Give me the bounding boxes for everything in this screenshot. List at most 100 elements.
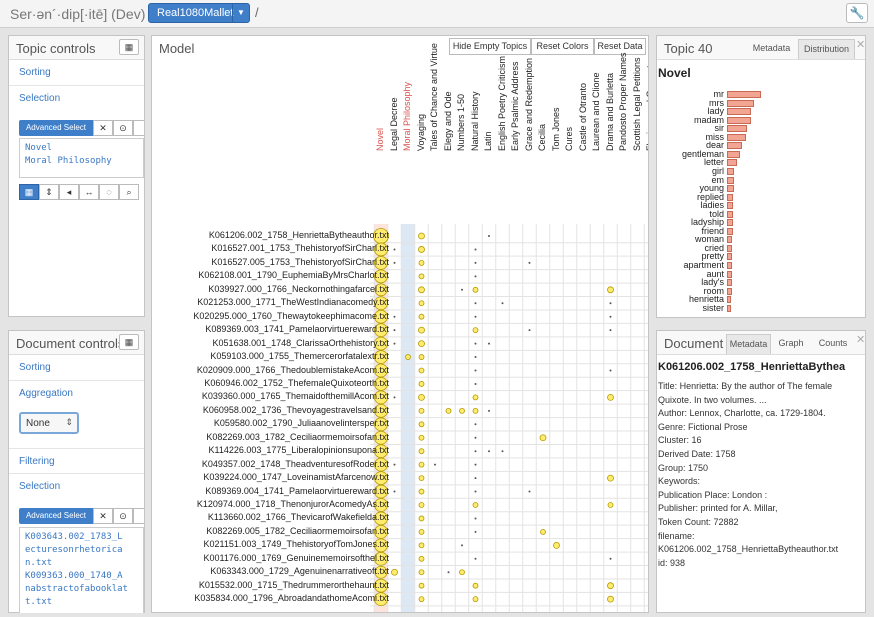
tab-metadata[interactable]: Metadata xyxy=(752,43,791,53)
doc-filtering-section[interactable]: Filtering xyxy=(9,448,144,474)
topic-weight-dot[interactable] xyxy=(418,232,425,240)
topic-weight-dot[interactable] xyxy=(474,517,477,520)
close-icon[interactable]: ✕ xyxy=(856,39,866,51)
topic-weight-dot[interactable] xyxy=(393,329,396,332)
more-icon[interactable] xyxy=(133,508,144,524)
topic-weight-dot[interactable] xyxy=(374,390,388,405)
topic-weight-dot[interactable] xyxy=(474,436,477,439)
topic-weight-dot[interactable] xyxy=(418,542,425,549)
document-row-label[interactable]: K089369.003_1741_Pamelaorvirtuereward.tx… xyxy=(205,324,389,335)
topic-selection-list[interactable]: Novel Moral Philosophy xyxy=(19,138,144,178)
topic-weight-dot[interactable] xyxy=(418,260,425,266)
topic-column-header[interactable]: Drama and Burletta xyxy=(604,72,615,151)
document-row-label[interactable]: K061206.002_1758_HenriettaBytheauthor.tx… xyxy=(208,230,389,240)
topic-weight-dot[interactable] xyxy=(488,342,490,345)
document-row-label[interactable]: K062108.001_1790_EuphemiaByMrsCharlot.tx… xyxy=(198,270,389,281)
topic-weight-dot[interactable] xyxy=(374,256,388,270)
topic-weight-dot[interactable] xyxy=(374,336,388,351)
topic-weight-dot[interactable] xyxy=(474,490,477,493)
topic-weight-dot[interactable] xyxy=(374,403,388,418)
topic-weight-dot[interactable] xyxy=(434,463,436,466)
target-icon[interactable]: ⊙ xyxy=(113,508,133,524)
topic-weight-dot[interactable] xyxy=(374,524,388,539)
topic-weight-dot[interactable] xyxy=(374,538,388,553)
topic-weight-dot[interactable] xyxy=(393,396,396,399)
reset-colors-button[interactable]: Reset Colors xyxy=(531,38,594,55)
document-row-label[interactable]: K039224.000_1747_LoveinamistAfarcenow.tx… xyxy=(203,472,389,483)
grid-view-icon[interactable]: ▦ xyxy=(19,184,39,200)
topic-weight-dot[interactable] xyxy=(374,296,388,311)
topic-weight-dot[interactable] xyxy=(374,565,388,579)
topic-weight-dot[interactable] xyxy=(418,515,425,522)
topic-weight-dot[interactable] xyxy=(539,434,547,442)
topic-weight-dot[interactable] xyxy=(418,286,425,294)
topic-weight-dot[interactable] xyxy=(501,302,504,305)
topic-weight-dot[interactable] xyxy=(391,568,398,576)
reset-data-button[interactable]: Reset Data xyxy=(594,38,646,55)
topic-weight-dot[interactable] xyxy=(553,541,560,549)
topic-weight-dot[interactable] xyxy=(374,430,388,445)
topic-column-header[interactable]: Numbers 1-50 xyxy=(456,93,466,151)
topic-word-bar[interactable] xyxy=(727,116,751,124)
topic-weight-dot[interactable] xyxy=(418,434,425,441)
topic-weight-dot[interactable] xyxy=(472,407,479,414)
topic-column-header[interactable]: English Poetry Criticism xyxy=(496,55,507,151)
advanced-select-button[interactable]: Advanced Select xyxy=(19,120,93,136)
topic-weight-dot[interactable] xyxy=(445,407,452,414)
topic-weight-dot[interactable] xyxy=(393,261,396,264)
topic-column-header[interactable]: Early Psalmic Address xyxy=(510,61,520,151)
doc-selection-list[interactable]: K003643.002_1783_L ecturesonrhetorica n.… xyxy=(19,527,144,613)
topic-word-bar[interactable] xyxy=(727,176,734,184)
topic-weight-dot[interactable] xyxy=(607,595,614,603)
topic-weight-dot[interactable] xyxy=(374,471,388,486)
topic-weight-dot[interactable] xyxy=(393,248,396,251)
document-row-label[interactable]: K039927.000_1766_Neckornothingafarcel.tx… xyxy=(208,283,389,294)
topic-weight-dot[interactable] xyxy=(474,530,477,533)
topic-weight-dot[interactable] xyxy=(418,354,425,360)
topic-word-bar[interactable] xyxy=(727,202,734,210)
topic-column-header[interactable]: Natural History xyxy=(469,91,480,151)
topic-weight-dot[interactable] xyxy=(418,461,425,468)
topic-weight-dot[interactable] xyxy=(472,394,479,401)
topic-weight-dot[interactable] xyxy=(374,444,388,459)
topic-word-bar[interactable] xyxy=(727,219,733,227)
topic-word-bar[interactable] xyxy=(727,236,733,244)
topic-word-bar[interactable] xyxy=(727,99,755,107)
document-row-label[interactable]: K051638.001_1748_ClarissaOrthehistory.tx… xyxy=(212,337,389,348)
topic-weight-dot[interactable] xyxy=(609,369,612,372)
document-row-label[interactable]: K001176.000_1769_Genuinememoirsofthel.tx… xyxy=(203,552,389,563)
topic-weight-dot[interactable] xyxy=(474,248,477,251)
more-icon[interactable] xyxy=(133,120,144,136)
topic-sorting-section[interactable]: Sorting xyxy=(9,60,144,86)
close-icon[interactable]: ✕ xyxy=(93,508,113,524)
topic-weight-dot[interactable] xyxy=(374,323,388,338)
topic-weight-dot[interactable] xyxy=(374,417,388,432)
topic-weight-dot[interactable] xyxy=(393,490,396,493)
topic-weight-dot[interactable] xyxy=(418,326,425,334)
topic-weight-dot[interactable] xyxy=(540,528,546,535)
topic-weight-dot[interactable] xyxy=(374,242,388,257)
doc-sorting-section[interactable]: Sorting xyxy=(9,355,144,381)
topic-weight-dot[interactable] xyxy=(609,557,612,560)
topic-weight-dot[interactable] xyxy=(488,235,490,237)
topic-word-bar[interactable] xyxy=(727,279,732,287)
topic-weight-dot[interactable] xyxy=(418,393,425,401)
topic-weight-dot[interactable] xyxy=(607,502,614,508)
document-row-label[interactable]: K114226.003_1775_Liberalopinionsupona.tx… xyxy=(208,445,390,456)
dataset-dropdown[interactable]: Real1080Mallet ▼ xyxy=(148,3,250,23)
zoom-icon[interactable]: ⌕ xyxy=(119,184,139,200)
document-row-label[interactable]: K060946.002_1752_ThefemaleQuixoteorth.tx… xyxy=(204,377,389,388)
grid-icon[interactable]: ▦ xyxy=(119,334,139,350)
topic-column-header[interactable]: Elegy and Ode xyxy=(442,91,453,151)
topic-weight-dot[interactable] xyxy=(374,578,388,593)
topic-column-header[interactable]: Castle of Otranto xyxy=(577,82,588,151)
topic-weight-dot[interactable] xyxy=(418,502,425,508)
topic-weight-dot[interactable] xyxy=(418,313,425,320)
topic-weight-dot[interactable] xyxy=(374,592,388,607)
topic-weight-dot[interactable] xyxy=(374,309,388,324)
topic-weight-dot[interactable] xyxy=(474,423,477,426)
topic-word-bar[interactable] xyxy=(727,159,738,167)
topic-weight-dot[interactable] xyxy=(528,329,531,332)
topic-weight-dot[interactable] xyxy=(393,342,396,345)
topic-weight-dot[interactable] xyxy=(607,582,614,590)
